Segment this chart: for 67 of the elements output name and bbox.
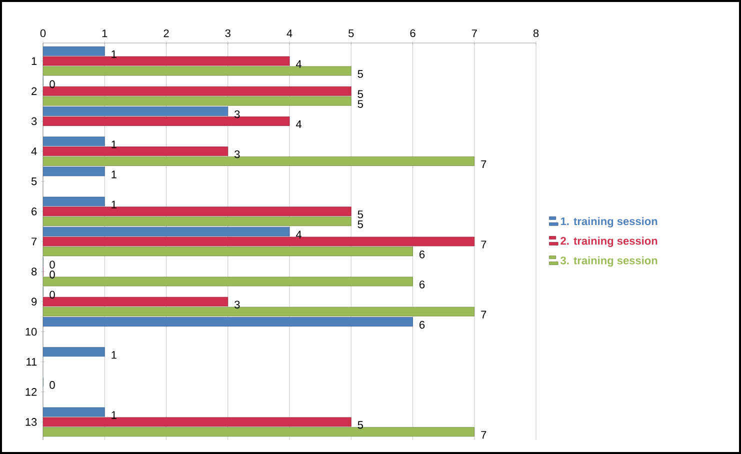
bar <box>43 106 228 116</box>
y-tick-label: 7 <box>32 238 37 246</box>
data-label: 6 <box>420 320 425 329</box>
y-tick-label: 10 <box>26 328 37 336</box>
x-tick-label: 6 <box>410 29 416 38</box>
bar <box>43 136 105 146</box>
x-tick-label: 3 <box>225 29 230 38</box>
x-tick-label: 7 <box>472 30 477 38</box>
legend-label: 1. training session <box>560 217 658 228</box>
bar <box>43 226 290 236</box>
x-tick-label: 1 <box>102 30 108 38</box>
data-label: 7 <box>481 240 486 248</box>
bar <box>43 166 105 176</box>
x-tick-label: 0 <box>40 29 46 38</box>
legend-label: 3. training session <box>560 256 658 267</box>
data-label: 3 <box>234 300 240 309</box>
data-label: 5 <box>358 220 363 228</box>
y-tick-label: 6 <box>32 208 37 216</box>
data-label: 1 <box>112 411 116 419</box>
bar <box>43 216 352 226</box>
x-tick-label: 2 <box>164 29 169 38</box>
data-label: 4 <box>296 120 302 128</box>
data-label: 5 <box>358 90 363 98</box>
data-label: 1 <box>112 170 116 178</box>
bar <box>43 347 105 357</box>
data-label: 0 <box>50 260 55 269</box>
bar <box>43 206 352 216</box>
x-tick-label: 5 <box>348 29 354 38</box>
y-tick-label: 11 <box>26 358 37 366</box>
y-tick-label: 5 <box>31 178 37 186</box>
data-label: 3 <box>234 150 240 158</box>
y-tick-label: 8 <box>32 268 37 276</box>
y-tick-label: 4 <box>31 147 37 156</box>
data-label: 0 <box>50 290 55 299</box>
y-tick-label: 2 <box>32 87 37 95</box>
y-tick-label: 3 <box>31 117 37 126</box>
data-label: 4 <box>296 230 302 238</box>
data-label: 7 <box>481 310 486 318</box>
y-tick-label: 1 <box>32 57 37 65</box>
data-label: 5 <box>358 70 363 78</box>
y-tick-label: 13 <box>26 418 37 426</box>
bar <box>43 306 475 316</box>
bar <box>43 146 228 156</box>
data-label: 6 <box>420 250 425 258</box>
bar <box>43 46 105 56</box>
data-label: 1 <box>112 50 116 58</box>
data-label: 5 <box>358 210 363 218</box>
data-label: 0 <box>50 381 55 389</box>
data-label: 5 <box>358 421 363 429</box>
data-label: 5 <box>358 100 363 108</box>
bar <box>43 427 475 437</box>
bar <box>43 317 413 327</box>
x-tick-label: 4 <box>286 30 292 38</box>
bar <box>43 246 413 256</box>
data-label: 1 <box>112 140 116 148</box>
x-tick-label: 8 <box>533 29 539 38</box>
data-label: 0 <box>50 80 55 88</box>
data-label: 6 <box>420 280 425 288</box>
y-tick-label: 9 <box>32 298 37 306</box>
data-label: 7 <box>481 431 486 439</box>
data-label: 4 <box>296 60 302 68</box>
data-label: 7 <box>481 160 486 168</box>
data-label: 3 <box>234 110 240 118</box>
data-label: 1 <box>112 351 116 359</box>
data-label: 0 <box>50 270 55 278</box>
y-tick-label: 12 <box>26 388 37 396</box>
legend-label: 2. training session <box>560 236 658 247</box>
